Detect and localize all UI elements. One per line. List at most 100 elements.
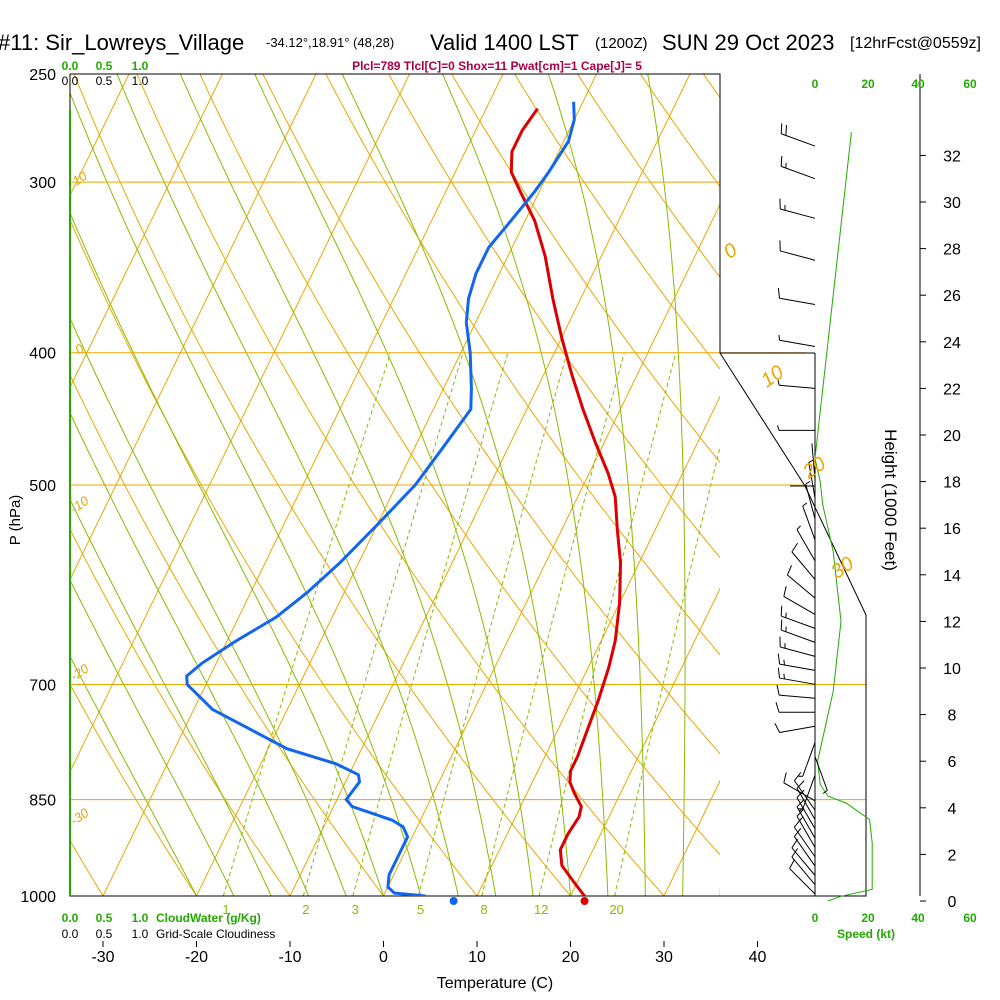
wind-barb-shaft xyxy=(796,788,816,820)
x-axis-label: Temperature (C) xyxy=(437,975,553,992)
wind-barb xyxy=(779,240,816,261)
wind-barb-shaft xyxy=(779,339,816,347)
wind-barb xyxy=(775,702,815,713)
moist-adiabat-line xyxy=(547,74,646,896)
pressure-tick-label: 850 xyxy=(29,793,56,810)
height-axis-label: Height (1000 Feet) xyxy=(881,429,900,571)
valid-date: SUN 29 Oct 2023 xyxy=(662,30,834,55)
isotherm-line xyxy=(70,74,223,389)
cloud-axis-label: 0.5 xyxy=(96,911,113,925)
wind-barb-shaft xyxy=(802,505,816,541)
moist-adiabat-line xyxy=(179,74,497,896)
wind-barb-shaft xyxy=(789,868,816,895)
wind-barb xyxy=(780,619,816,643)
temperature-tick-label: -30 xyxy=(91,949,114,966)
mixing-ratio-label: 3 xyxy=(352,902,359,917)
speed-axis-label: 0 xyxy=(812,77,819,91)
cloud-axis-label: 1.0 xyxy=(132,74,149,88)
wind-barb xyxy=(780,123,816,147)
moist-adiabat-lines xyxy=(70,74,720,896)
cloud-axis-label: 0.5 xyxy=(96,74,113,88)
wind-barb-flag xyxy=(777,667,781,679)
height-tick-label: 20 xyxy=(943,428,961,445)
wind-barb xyxy=(789,859,816,895)
wind-barb xyxy=(802,502,816,541)
station-coords: -34.12°,18.91° (48,28) xyxy=(266,35,394,50)
wind-barb-shaft xyxy=(781,133,816,147)
height-tick-label: 28 xyxy=(943,242,961,259)
mixing-ratio-label: 2 xyxy=(302,902,309,917)
wind-barb xyxy=(796,525,816,562)
mixing-ratio-line xyxy=(417,352,568,896)
wind-barb-shaft xyxy=(791,856,816,886)
wind-barb-shaft xyxy=(780,250,816,261)
wind-barb-flag xyxy=(775,702,780,713)
wind-barb xyxy=(780,605,816,629)
mixing-ratio-label: 12 xyxy=(534,902,548,917)
cloud-axis-label: 0.0 xyxy=(62,59,79,73)
wind-barb-flag xyxy=(780,155,783,167)
isobar-lines xyxy=(70,73,866,897)
wind-barb-shaft xyxy=(779,725,816,733)
isotherm-label: 30 xyxy=(827,553,858,584)
wind-barb xyxy=(778,334,816,347)
wind-barb-shaft xyxy=(814,756,828,791)
temperature-tick-label: -10 xyxy=(278,949,301,966)
isotherm-label: -30 xyxy=(67,805,92,829)
surface-point xyxy=(580,897,589,905)
isotherm-label: -20 xyxy=(67,660,92,684)
speed-axis-label: 40 xyxy=(911,911,925,925)
wind-barb xyxy=(780,155,816,180)
wind-barb xyxy=(805,480,816,520)
wind-barb-shaft xyxy=(802,775,816,810)
pressure-tick-label: 250 xyxy=(29,67,56,84)
moist-adiabat-line xyxy=(647,74,686,896)
cloudwater-label: CloudWater (g/Kg) xyxy=(156,911,261,925)
wind-barb-flag xyxy=(783,673,785,679)
wind-barb-flag xyxy=(822,789,828,794)
zulu-time: (1200Z) xyxy=(595,35,648,52)
pressure-tick-label: 300 xyxy=(29,175,56,192)
plot-frame xyxy=(69,73,867,897)
wind-barb-shaft xyxy=(796,815,816,848)
dry-adiabat-line xyxy=(199,74,720,856)
wind-barb-shaft xyxy=(791,847,816,876)
cloud-axis-label: 1.0 xyxy=(132,59,149,73)
height-tick-label: 10 xyxy=(943,661,961,678)
wind-barb xyxy=(814,756,828,794)
wind-barb xyxy=(774,722,816,733)
y-axis-label: P (hPa) xyxy=(7,495,24,546)
wind-barb-flag xyxy=(791,848,799,858)
wind-barb xyxy=(791,542,816,580)
cloud-axis-label: 0.5 xyxy=(96,59,113,73)
wind-barb xyxy=(783,772,816,802)
moist-adiabat-line xyxy=(341,74,571,896)
pressure-tick-label: 1000 xyxy=(20,889,56,906)
wind-barb-flag xyxy=(791,542,799,553)
cloud-axis-label: 1.0 xyxy=(132,911,149,925)
mixing-ratio-label: 1 xyxy=(222,902,229,917)
wind-barb-shaft xyxy=(793,826,816,858)
dry-adiabat-line xyxy=(514,74,720,370)
wind-barb-shaft xyxy=(779,297,816,306)
moist-adiabat-line xyxy=(70,578,235,896)
wind-barb xyxy=(808,459,816,498)
isotherm-label: 10 xyxy=(69,168,90,189)
pressure-tick-label: 700 xyxy=(29,678,56,695)
speed-axis-label: 60 xyxy=(963,911,977,925)
wind-barb xyxy=(776,684,816,699)
wind-barb-flag xyxy=(777,287,781,299)
cloud-axis-label: 0.0 xyxy=(62,927,79,941)
wind-barb xyxy=(796,780,816,820)
temperature-tick-label: 10 xyxy=(468,949,486,966)
wind-barb-shaft xyxy=(796,797,816,830)
wind-barb-shaft xyxy=(808,462,816,498)
moist-adiabat-line xyxy=(442,74,609,896)
wind-barb-flag xyxy=(785,125,787,136)
isotherm-label: 20 xyxy=(798,453,830,484)
mixing-ratio-labels: 1 2 3 5 8 12 20 xyxy=(222,902,623,917)
moist-adiabat-line xyxy=(70,211,384,896)
wind-barb xyxy=(793,828,816,867)
